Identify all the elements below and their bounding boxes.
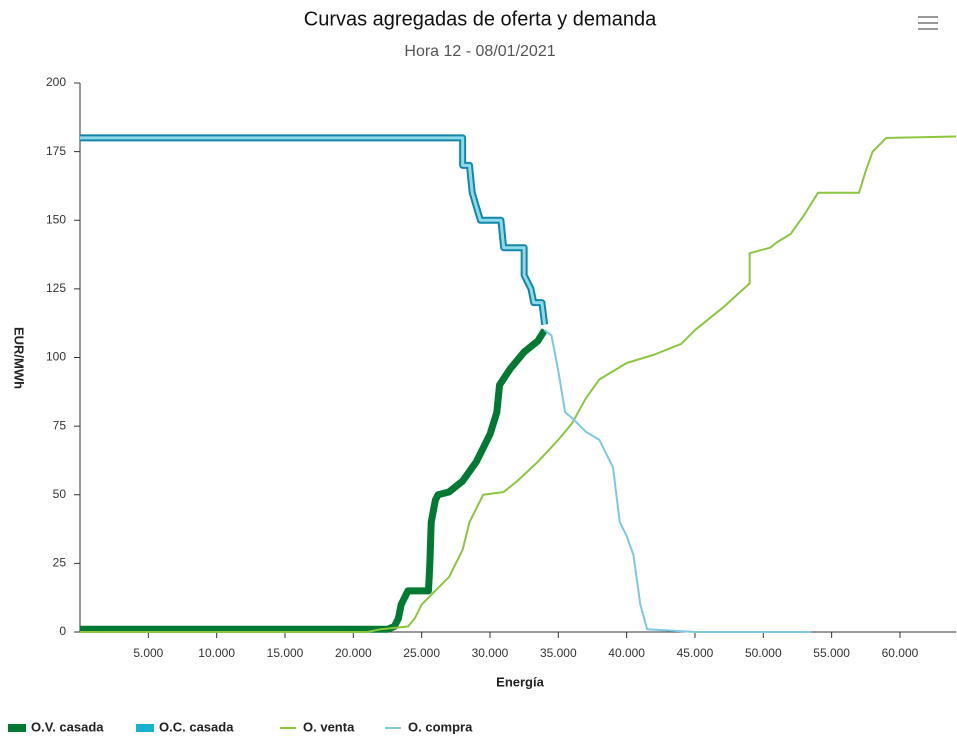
x-tick-label: 30.000 [472,646,509,660]
legend-label: O. compra [408,719,473,734]
legend-label: O.C. casada [159,719,234,734]
legend-label: O.V. casada [31,719,104,734]
series-line [80,135,957,633]
series-line [544,329,812,633]
menu-bar [918,22,938,24]
y-tick-label: 75 [53,418,67,432]
y-tick-label: 0 [59,624,66,638]
x-tick-label: 35.000 [540,646,577,660]
legend-label: O. venta [303,719,355,734]
menu-bar [918,28,938,30]
x-tick-label: 25.000 [403,646,440,660]
y-tick-label: 100 [46,350,66,364]
menu-bar [918,16,938,18]
y-tick-label: 25 [53,556,67,570]
x-tick-label: 60.000 [882,646,919,660]
y-tick-label: 125 [46,281,66,295]
y-tick-label: 200 [46,75,66,89]
series-line [80,136,547,325]
x-tick-label: 50.000 [745,646,782,660]
y-tick-label: 175 [46,144,66,158]
y-tick-label: 50 [53,487,67,501]
legend-swatch [136,724,154,732]
x-tick-label: 40.000 [608,646,645,660]
series-outline [80,134,549,325]
x-axis-label: Energía [496,674,544,689]
legend-swatch [8,724,26,732]
x-tick-label: 55.000 [813,646,850,660]
x-tick-label: 15.000 [267,646,304,660]
y-tick-label: 150 [46,212,66,226]
x-tick-label: 45.000 [677,646,714,660]
x-tick-label: 10.000 [198,646,235,660]
series-line [80,328,548,633]
chart-title: Curvas agregadas de oferta y demanda [304,8,657,30]
x-tick-label: 20.000 [335,646,372,660]
y-axis-label: EUR/MWh [12,327,27,389]
x-tick-label: 5.000 [133,646,163,660]
menu-button[interactable] [918,16,938,30]
chart-subtitle: Hora 12 - 08/01/2021 [404,43,555,60]
